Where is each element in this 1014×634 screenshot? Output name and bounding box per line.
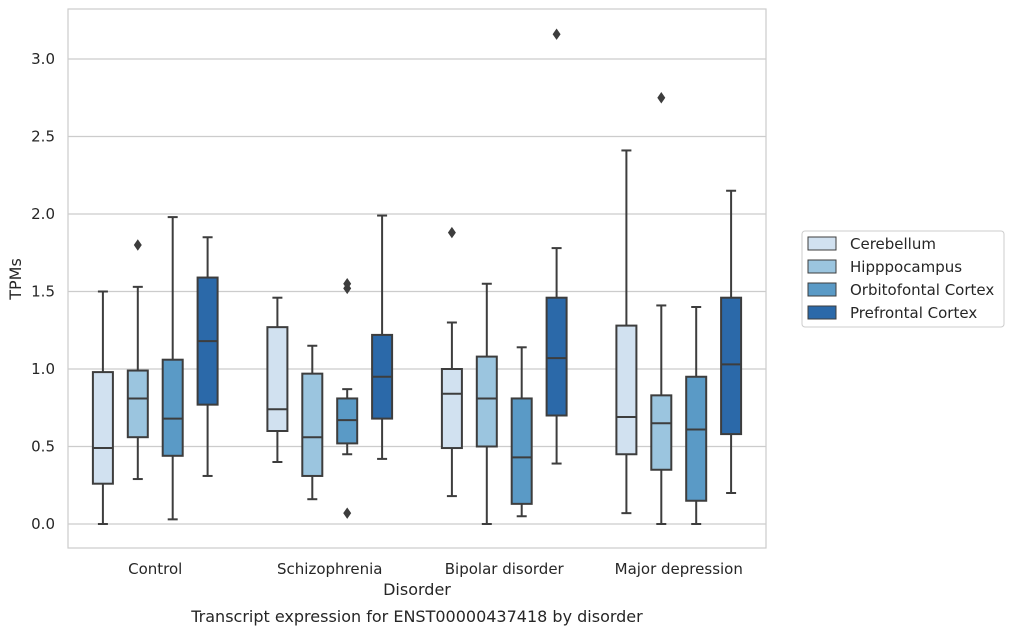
box bbox=[545, 296, 568, 417]
box-group bbox=[510, 346, 533, 518]
outlier-point bbox=[657, 92, 666, 104]
box-plot-series bbox=[91, 28, 743, 525]
box bbox=[615, 324, 638, 456]
box-group bbox=[196, 236, 219, 477]
outlier-point bbox=[447, 226, 456, 239]
box-group bbox=[685, 306, 708, 525]
box-group bbox=[720, 189, 743, 494]
plot-area-frame bbox=[67, 8, 767, 549]
box bbox=[301, 372, 324, 477]
box-group bbox=[440, 226, 463, 498]
box bbox=[266, 326, 289, 432]
legend-label: Prefrontal Cortex bbox=[850, 304, 977, 322]
box-group bbox=[371, 214, 394, 460]
x-axis-ticks: Control Schizophrenia Bipolar disorder Majo… bbox=[128, 560, 743, 578]
y-axis-label: TPMs bbox=[6, 258, 25, 301]
y-tick-label: 2.0 bbox=[31, 205, 55, 223]
x-tick-label: Schizophrenia bbox=[277, 560, 382, 578]
box-group bbox=[615, 149, 638, 515]
box-group bbox=[336, 278, 359, 519]
x-tick-label: Major depression bbox=[615, 560, 743, 578]
box bbox=[720, 296, 743, 436]
legend-item: Hipppocampus bbox=[807, 258, 962, 276]
box-group bbox=[301, 344, 324, 501]
legend-item: Cerebellum bbox=[807, 235, 936, 253]
legend-label: Hipppocampus bbox=[850, 258, 962, 276]
y-tick-label: 3.0 bbox=[31, 50, 55, 68]
legend-swatch bbox=[807, 259, 837, 274]
y-tick-label: 2.5 bbox=[31, 128, 55, 146]
box-group bbox=[266, 296, 289, 463]
outlier-point bbox=[552, 28, 561, 40]
legend-items: Cerebellum Hipppocampus Orbitofontal Corte… bbox=[807, 235, 994, 322]
box-group bbox=[91, 290, 114, 525]
legend-swatch bbox=[807, 282, 837, 297]
legend-swatch bbox=[807, 236, 837, 251]
box bbox=[685, 375, 708, 502]
legend-frame bbox=[801, 230, 1005, 328]
legend-label: Cerebellum bbox=[850, 235, 936, 253]
y-tick-label: 0.5 bbox=[31, 438, 55, 456]
box bbox=[161, 358, 184, 457]
box bbox=[475, 355, 498, 448]
box-group bbox=[475, 282, 498, 525]
grid-lines bbox=[68, 58, 766, 525]
y-tick-label: 0.0 bbox=[31, 515, 55, 533]
outlier-point bbox=[343, 278, 352, 290]
legend-item: Prefrontal Cortex bbox=[807, 304, 977, 322]
outlier-point bbox=[343, 507, 352, 519]
box-group bbox=[545, 28, 568, 465]
x-tick-label: Bipolar disorder bbox=[445, 560, 565, 578]
x-axis-label: Disorder bbox=[383, 580, 451, 599]
box bbox=[650, 394, 673, 471]
legend: Cerebellum Hipppocampus Orbitofontal Corte… bbox=[801, 230, 1005, 328]
box-group bbox=[161, 216, 184, 521]
legend-label: Orbitofontal Cortex bbox=[850, 281, 994, 299]
box-group bbox=[650, 92, 673, 525]
legend-item: Orbitofontal Cortex bbox=[807, 281, 994, 299]
chart-caption: Transcript expression for ENST0000043741… bbox=[190, 607, 643, 626]
x-tick-label: Control bbox=[128, 560, 182, 578]
y-tick-label: 1.0 bbox=[31, 360, 55, 378]
box-group bbox=[126, 239, 149, 481]
box bbox=[91, 371, 114, 485]
box bbox=[510, 397, 533, 505]
y-tick-label: 1.5 bbox=[31, 283, 55, 301]
box bbox=[126, 369, 149, 439]
outlier-point bbox=[133, 239, 142, 251]
y-axis-ticks: 0.0 0.5 1.0 1.5 2.0 2.5 3.0 bbox=[31, 50, 55, 533]
legend-swatch bbox=[807, 305, 837, 320]
box bbox=[440, 368, 463, 450]
